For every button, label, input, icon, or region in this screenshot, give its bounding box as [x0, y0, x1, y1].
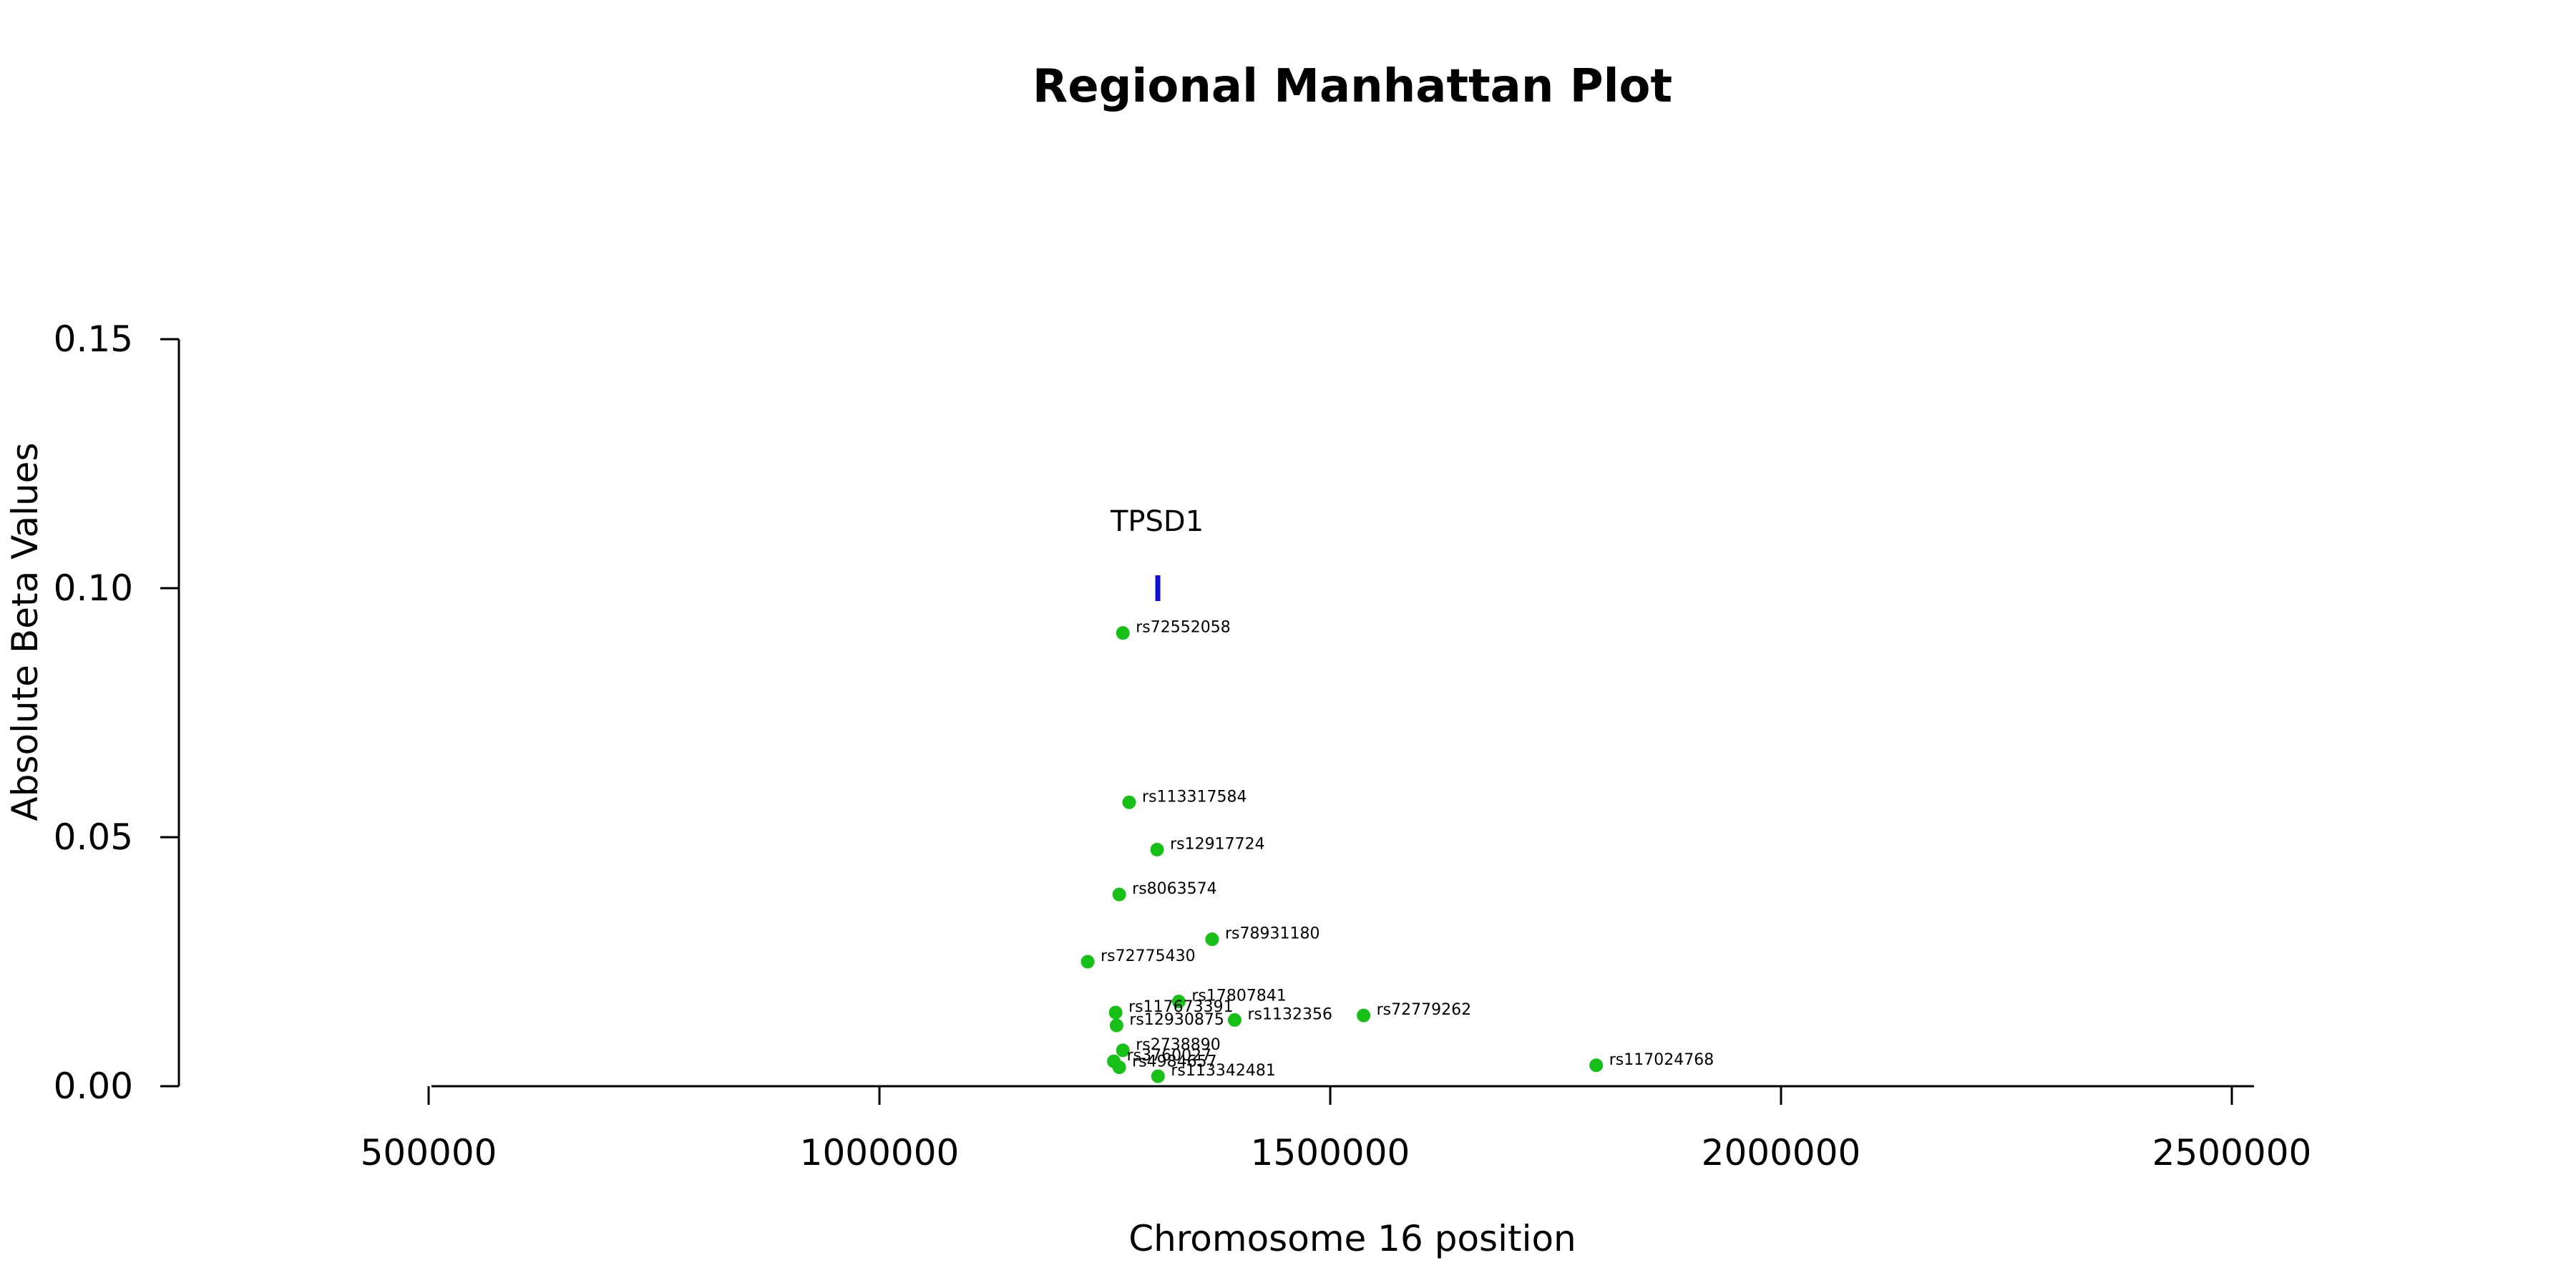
snp-label: rs3760027 [1127, 1047, 1212, 1065]
y-tick-label: 0.10 [54, 567, 133, 609]
gene-mark [1155, 575, 1161, 601]
snp-points: rs72552058 rs113317584 rs12917724 rs8063574… [1080, 619, 1714, 1083]
x-ticks: 500000 1000000 1500000 2000000 2500000 [361, 1086, 2312, 1174]
snp-point [1080, 955, 1095, 969]
y-axis-label: Absolute Beta Values [4, 443, 46, 821]
snp-point [1116, 626, 1130, 640]
snp-point [1112, 887, 1126, 902]
snp-point [1205, 932, 1219, 947]
y-tick-label: 0.05 [54, 816, 133, 858]
snp-point [1116, 1043, 1130, 1058]
snp-point [1151, 1069, 1165, 1083]
snp-point [1589, 1058, 1604, 1073]
x-tick-label: 1500000 [1251, 1132, 1410, 1174]
x-tick-label: 1000000 [800, 1132, 960, 1174]
x-tick-label: 2000000 [1702, 1132, 1861, 1174]
chart-title: Regional Manhattan Plot [1033, 60, 1672, 113]
snp-label: rs12917724 [1170, 835, 1264, 853]
y-tick-label: 0.15 [54, 318, 133, 360]
snp-point [1122, 795, 1136, 809]
snp-label: rs117673391 [1128, 998, 1233, 1016]
snp-label: rs17807841 [1191, 987, 1286, 1005]
y-ticks: 0.00 0.05 0.10 0.15 [54, 318, 179, 1107]
snp-label: rs117024768 [1609, 1051, 1714, 1069]
snp-label: rs78931180 [1225, 925, 1319, 943]
snp-label: rs8063574 [1132, 880, 1217, 898]
snp-label: rs1132356 [1247, 1005, 1332, 1023]
snp-label: rs2738890 [1136, 1036, 1221, 1054]
snp-label: rs72779262 [1377, 1001, 1471, 1019]
snp-label: rs72775430 [1101, 947, 1195, 965]
gene-label: TPSD1 [1110, 505, 1204, 538]
gene-track: TPSD1 [1110, 505, 1204, 601]
snp-point [1108, 1005, 1123, 1020]
snp-point [1150, 842, 1164, 857]
x-tick-label: 2500000 [2152, 1132, 2312, 1174]
snp-point [1357, 1008, 1371, 1023]
y-axis: 0.00 0.05 0.10 0.15 [54, 318, 180, 1107]
snp-label: rs4984657 [1132, 1053, 1217, 1071]
snp-point [1171, 995, 1186, 1009]
snp-point [1227, 1013, 1241, 1027]
x-axis: 500000 1000000 1500000 2000000 2500000 [361, 1085, 2312, 1174]
snp-label: rs113342481 [1171, 1062, 1275, 1080]
snp-point [1109, 1018, 1123, 1033]
snp-point [1112, 1060, 1126, 1075]
y-tick-label: 0.00 [54, 1065, 133, 1107]
snp-label: rs113317584 [1142, 788, 1246, 806]
snp-label: rs72552058 [1136, 619, 1230, 637]
x-axis-label: Chromosome 16 position [1128, 1218, 1576, 1259]
snp-label: rs12930875 [1129, 1011, 1224, 1029]
x-tick-label: 500000 [361, 1132, 497, 1174]
